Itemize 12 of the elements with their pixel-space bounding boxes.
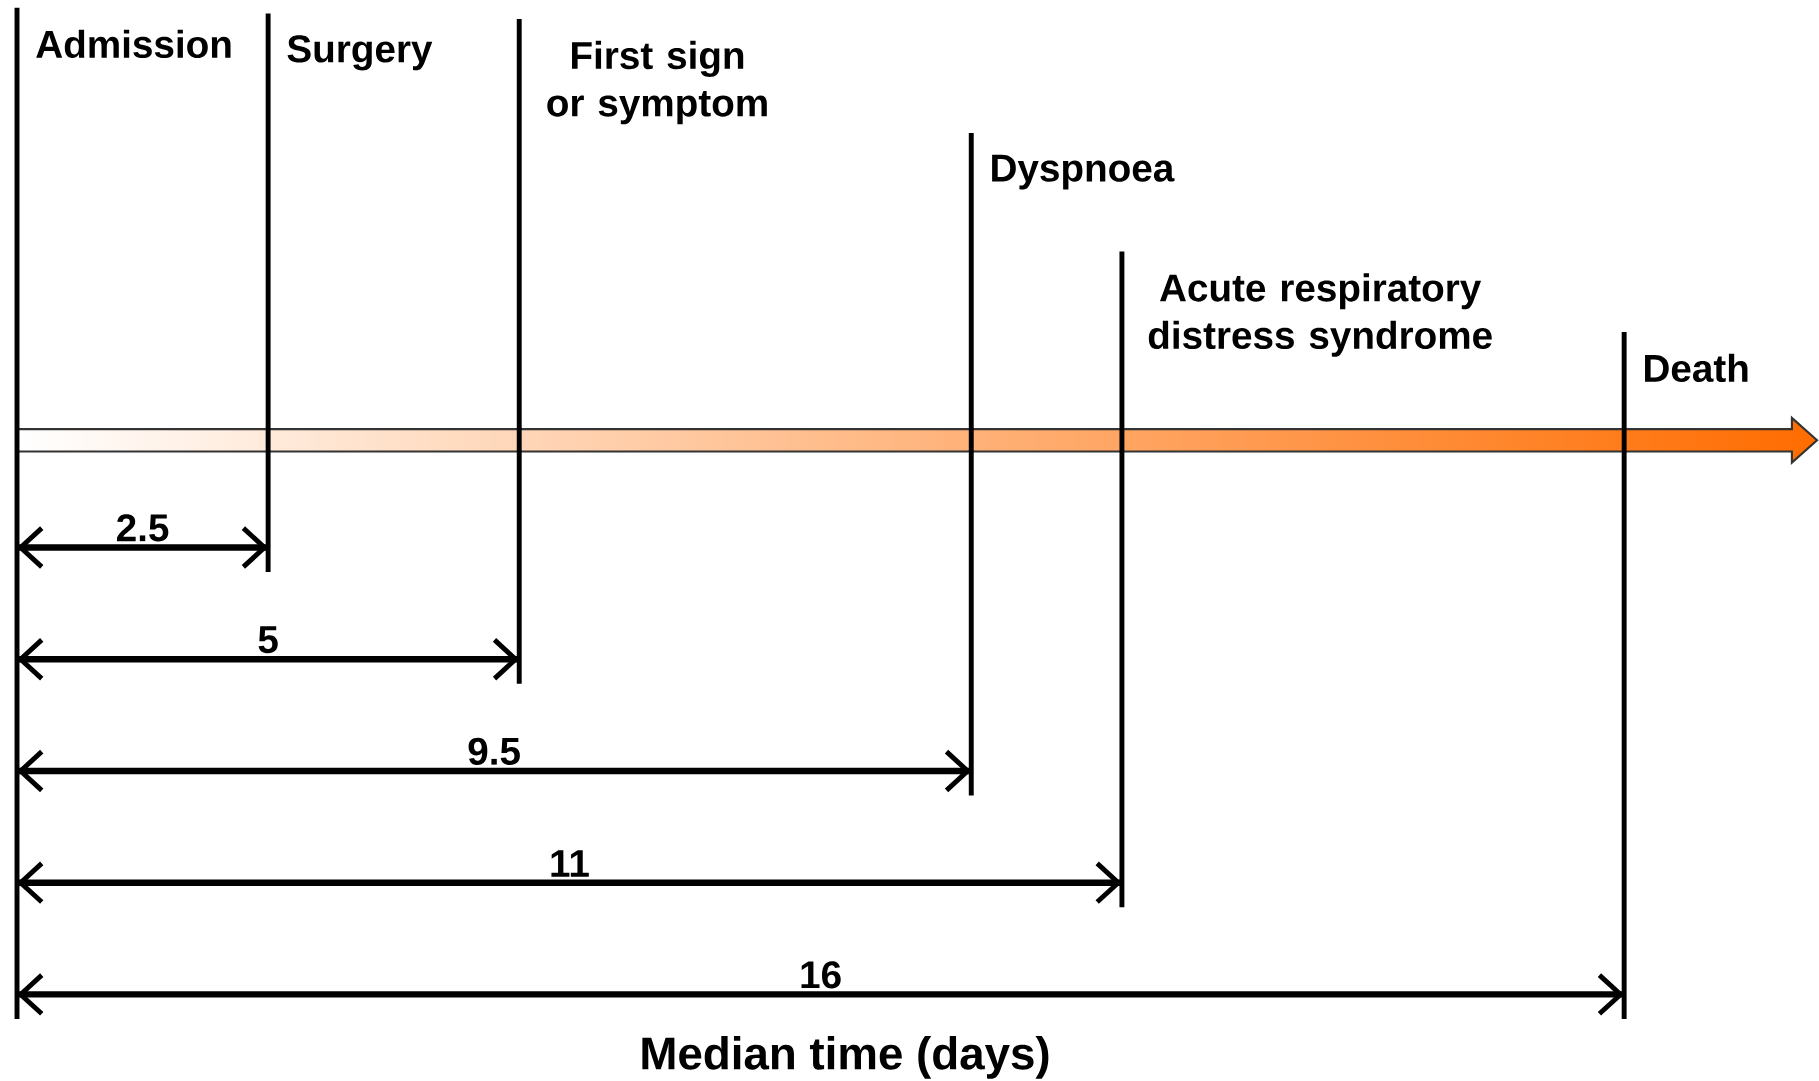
data-label: 16 bbox=[801, 961, 841, 989]
ref-line-label: Dyspnoea bbox=[992, 154, 1175, 190]
ref-line-label: Death bbox=[1645, 353, 1748, 383]
ref-line-label: First sign or symptom bbox=[547, 40, 767, 125]
x-axis-title: Median time (days) bbox=[642, 1036, 1049, 1079]
data-label: 5 bbox=[258, 626, 278, 654]
data-label: 2.5 bbox=[117, 514, 169, 542]
ref-line-label: Surgery bbox=[287, 35, 433, 71]
data-label: 9.5 bbox=[468, 737, 520, 766]
ref-line-label: Admission bbox=[36, 29, 231, 59]
ref-line-label: Acute respiratory distress syndrome bbox=[1148, 273, 1492, 357]
data-label: 11 bbox=[551, 850, 589, 877]
